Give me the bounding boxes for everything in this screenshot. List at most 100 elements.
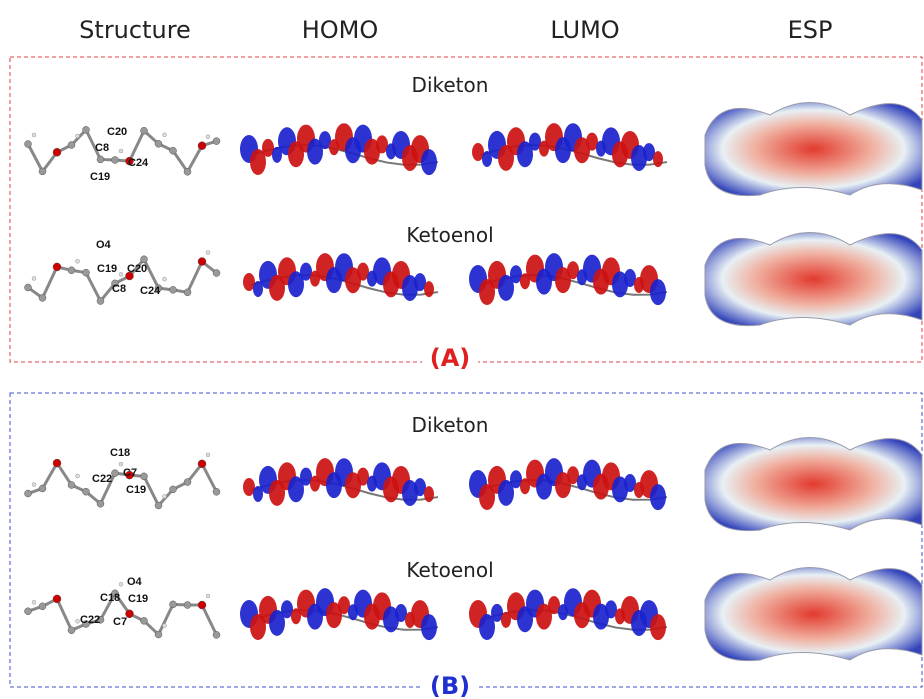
column-header: HOMO [302,16,379,44]
atom-ball [39,603,46,610]
atom-ball [184,289,191,296]
atom-label: C22 [80,614,100,626]
row-title: Ketoenol [406,223,493,247]
esp-surface [705,568,922,661]
atom-ball [39,294,46,301]
h-atom [76,259,80,263]
lobe [653,151,663,167]
esp-surface [705,438,922,531]
column-header: Structure [79,16,191,44]
esp-surface [705,103,922,196]
lobe [421,149,437,175]
atom-ball [83,269,90,276]
atom-label: C8 [112,283,126,295]
atom-ball [141,127,148,134]
atom-ball [213,488,220,495]
lobe [424,281,434,297]
atom-label: C18 [110,447,130,459]
lobe [421,614,437,640]
atom-ball [198,601,206,609]
atom-ball [25,490,32,497]
atom-label: C20 [127,263,147,275]
h-atom [32,276,36,280]
lobe [424,486,434,502]
h-atom [206,251,210,255]
atom-ball [213,138,220,145]
row-title: Diketon [412,73,489,97]
h-atom [119,272,123,276]
atom-label: C24 [140,285,161,297]
atom-ball [112,156,119,163]
atom-label: C19 [126,484,146,496]
atom-ball [83,488,90,495]
atom-ball [68,627,75,634]
atom-ball [170,486,177,493]
panel-label: (B) [430,672,470,699]
atom-ball [198,258,206,266]
atom-label: C8 [95,142,109,154]
atom-ball [155,502,162,509]
h-atom [32,483,36,487]
atom-ball [25,141,32,148]
h-atom [163,133,167,137]
atom-ball [198,460,206,468]
atom-ball [170,601,177,608]
atom-ball [112,470,119,477]
atom-ball [155,140,162,147]
h-atom [163,277,167,281]
atom-label: C20 [107,126,127,138]
atom-ball [53,148,61,156]
esp-surface [705,233,922,326]
atom-ball [184,168,191,175]
h-atom [76,619,80,623]
atom-ball [39,485,46,492]
atom-ball [97,500,104,507]
atom-label: C18 [100,592,120,604]
atom-ball [184,602,191,609]
atom-ball [68,141,75,148]
atom-ball [53,263,61,271]
atom-ball [39,168,46,175]
atom-ball [68,482,75,489]
h-atom [76,134,80,138]
atom-label: C24 [128,157,149,169]
panel-label: (A) [430,344,471,372]
atom-label: C7 [113,616,127,628]
lobe [650,279,666,305]
lobe [650,484,666,510]
h-atom [163,624,167,628]
atom-ball [25,284,32,291]
h-atom [206,453,210,457]
column-header: ESP [788,16,833,44]
atom-ball [83,126,90,133]
atom-label: C19 [97,263,117,275]
atom-ball [184,479,191,486]
h-atom [206,135,210,139]
row-title: Diketon [412,413,489,437]
atom-label: O4 [127,576,143,588]
atom-ball [141,256,148,263]
atom-ball [155,631,162,638]
h-atom [32,133,36,137]
h-atom [206,594,210,598]
lobe [650,614,666,640]
atom-label: C7 [123,467,137,479]
column-header: LUMO [550,16,619,44]
atom-label: O4 [96,239,112,251]
atom-ball [53,595,61,603]
h-atom [119,582,123,586]
atom-ball [213,269,220,276]
atom-ball [141,473,148,480]
atom-label: C19 [90,171,110,183]
figure: StructureHOMOLUMOESPDiketonC20C8C24C19Ke… [0,0,924,699]
h-atom [119,149,123,153]
atom-label: C22 [92,473,112,485]
atom-ball [97,156,104,163]
atom-ball [25,608,32,615]
row-title: Ketoenol [406,558,493,582]
atom-label: C19 [128,593,148,605]
atom-ball [170,286,177,293]
atom-ball [170,147,177,154]
atom-ball [198,142,206,150]
atom-ball [213,631,220,638]
